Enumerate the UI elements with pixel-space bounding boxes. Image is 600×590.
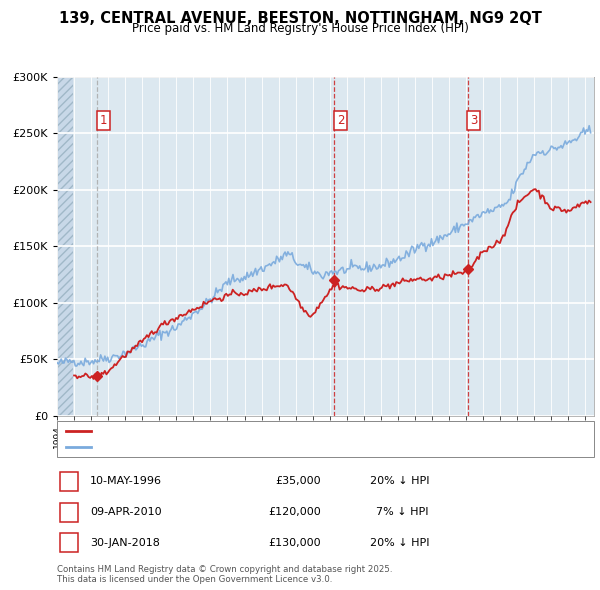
Text: £35,000: £35,000 <box>275 477 321 486</box>
Text: Price paid vs. HM Land Registry's House Price Index (HPI): Price paid vs. HM Land Registry's House … <box>131 22 469 35</box>
Text: 139, CENTRAL AVENUE, BEESTON, NOTTINGHAM, NG9 2QT (semi-detached house): 139, CENTRAL AVENUE, BEESTON, NOTTINGHAM… <box>97 426 509 436</box>
Text: 20% ↓ HPI: 20% ↓ HPI <box>370 538 429 548</box>
Text: 20% ↓ HPI: 20% ↓ HPI <box>370 477 429 486</box>
Text: £120,000: £120,000 <box>268 507 321 517</box>
Text: 1: 1 <box>100 114 107 127</box>
Text: 2: 2 <box>65 507 73 517</box>
Text: 10-MAY-1996: 10-MAY-1996 <box>90 477 162 486</box>
Text: 7% ↓ HPI: 7% ↓ HPI <box>377 507 429 517</box>
Text: 2: 2 <box>337 114 344 127</box>
Text: 3: 3 <box>65 538 73 548</box>
Text: Contains HM Land Registry data © Crown copyright and database right 2025.
This d: Contains HM Land Registry data © Crown c… <box>57 565 392 584</box>
Text: £130,000: £130,000 <box>268 538 321 548</box>
Bar <box>57 77 73 416</box>
Text: 1: 1 <box>65 477 73 486</box>
Text: 09-APR-2010: 09-APR-2010 <box>90 507 161 517</box>
Text: 139, CENTRAL AVENUE, BEESTON, NOTTINGHAM, NG9 2QT: 139, CENTRAL AVENUE, BEESTON, NOTTINGHAM… <box>59 11 541 25</box>
Text: 3: 3 <box>470 114 478 127</box>
Text: HPI: Average price, semi-detached house, Broxtowe: HPI: Average price, semi-detached house,… <box>97 442 356 452</box>
Text: 30-JAN-2018: 30-JAN-2018 <box>90 538 160 548</box>
